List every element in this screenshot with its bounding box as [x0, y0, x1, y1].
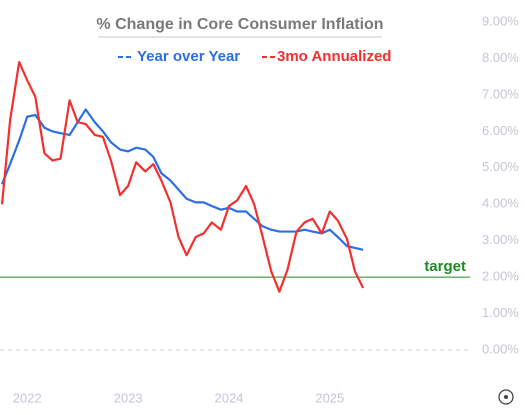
- y-tick-label: 5.00%: [482, 159, 519, 174]
- legend-label: Year over Year: [137, 48, 240, 65]
- y-tick-label: 6.00%: [482, 123, 519, 138]
- y-tick-label: 0.00%: [482, 341, 519, 356]
- chart-title: % Change in Core Consumer Inflation: [96, 16, 383, 33]
- series-line: [0, 60, 365, 293]
- target-label: target: [424, 258, 466, 275]
- y-tick-label: 1.00%: [482, 305, 519, 320]
- x-tick-label: 2023: [114, 390, 143, 405]
- y-tick-label: 9.00%: [482, 13, 519, 28]
- y-tick-label: 4.00%: [482, 196, 519, 211]
- y-tick-label: 8.00%: [482, 50, 519, 65]
- x-tick-label: 2022: [13, 390, 42, 405]
- y-tick-label: 7.00%: [482, 86, 519, 101]
- watermark-icon: [498, 389, 514, 405]
- y-tick-label: 2.00%: [482, 269, 519, 284]
- y-tick-label: 3.00%: [482, 232, 519, 247]
- legend-label: 3mo Annualized: [277, 48, 391, 65]
- series-line: [0, 108, 364, 251]
- x-tick-label: 2024: [214, 390, 243, 405]
- x-tick-label: 2025: [315, 390, 344, 405]
